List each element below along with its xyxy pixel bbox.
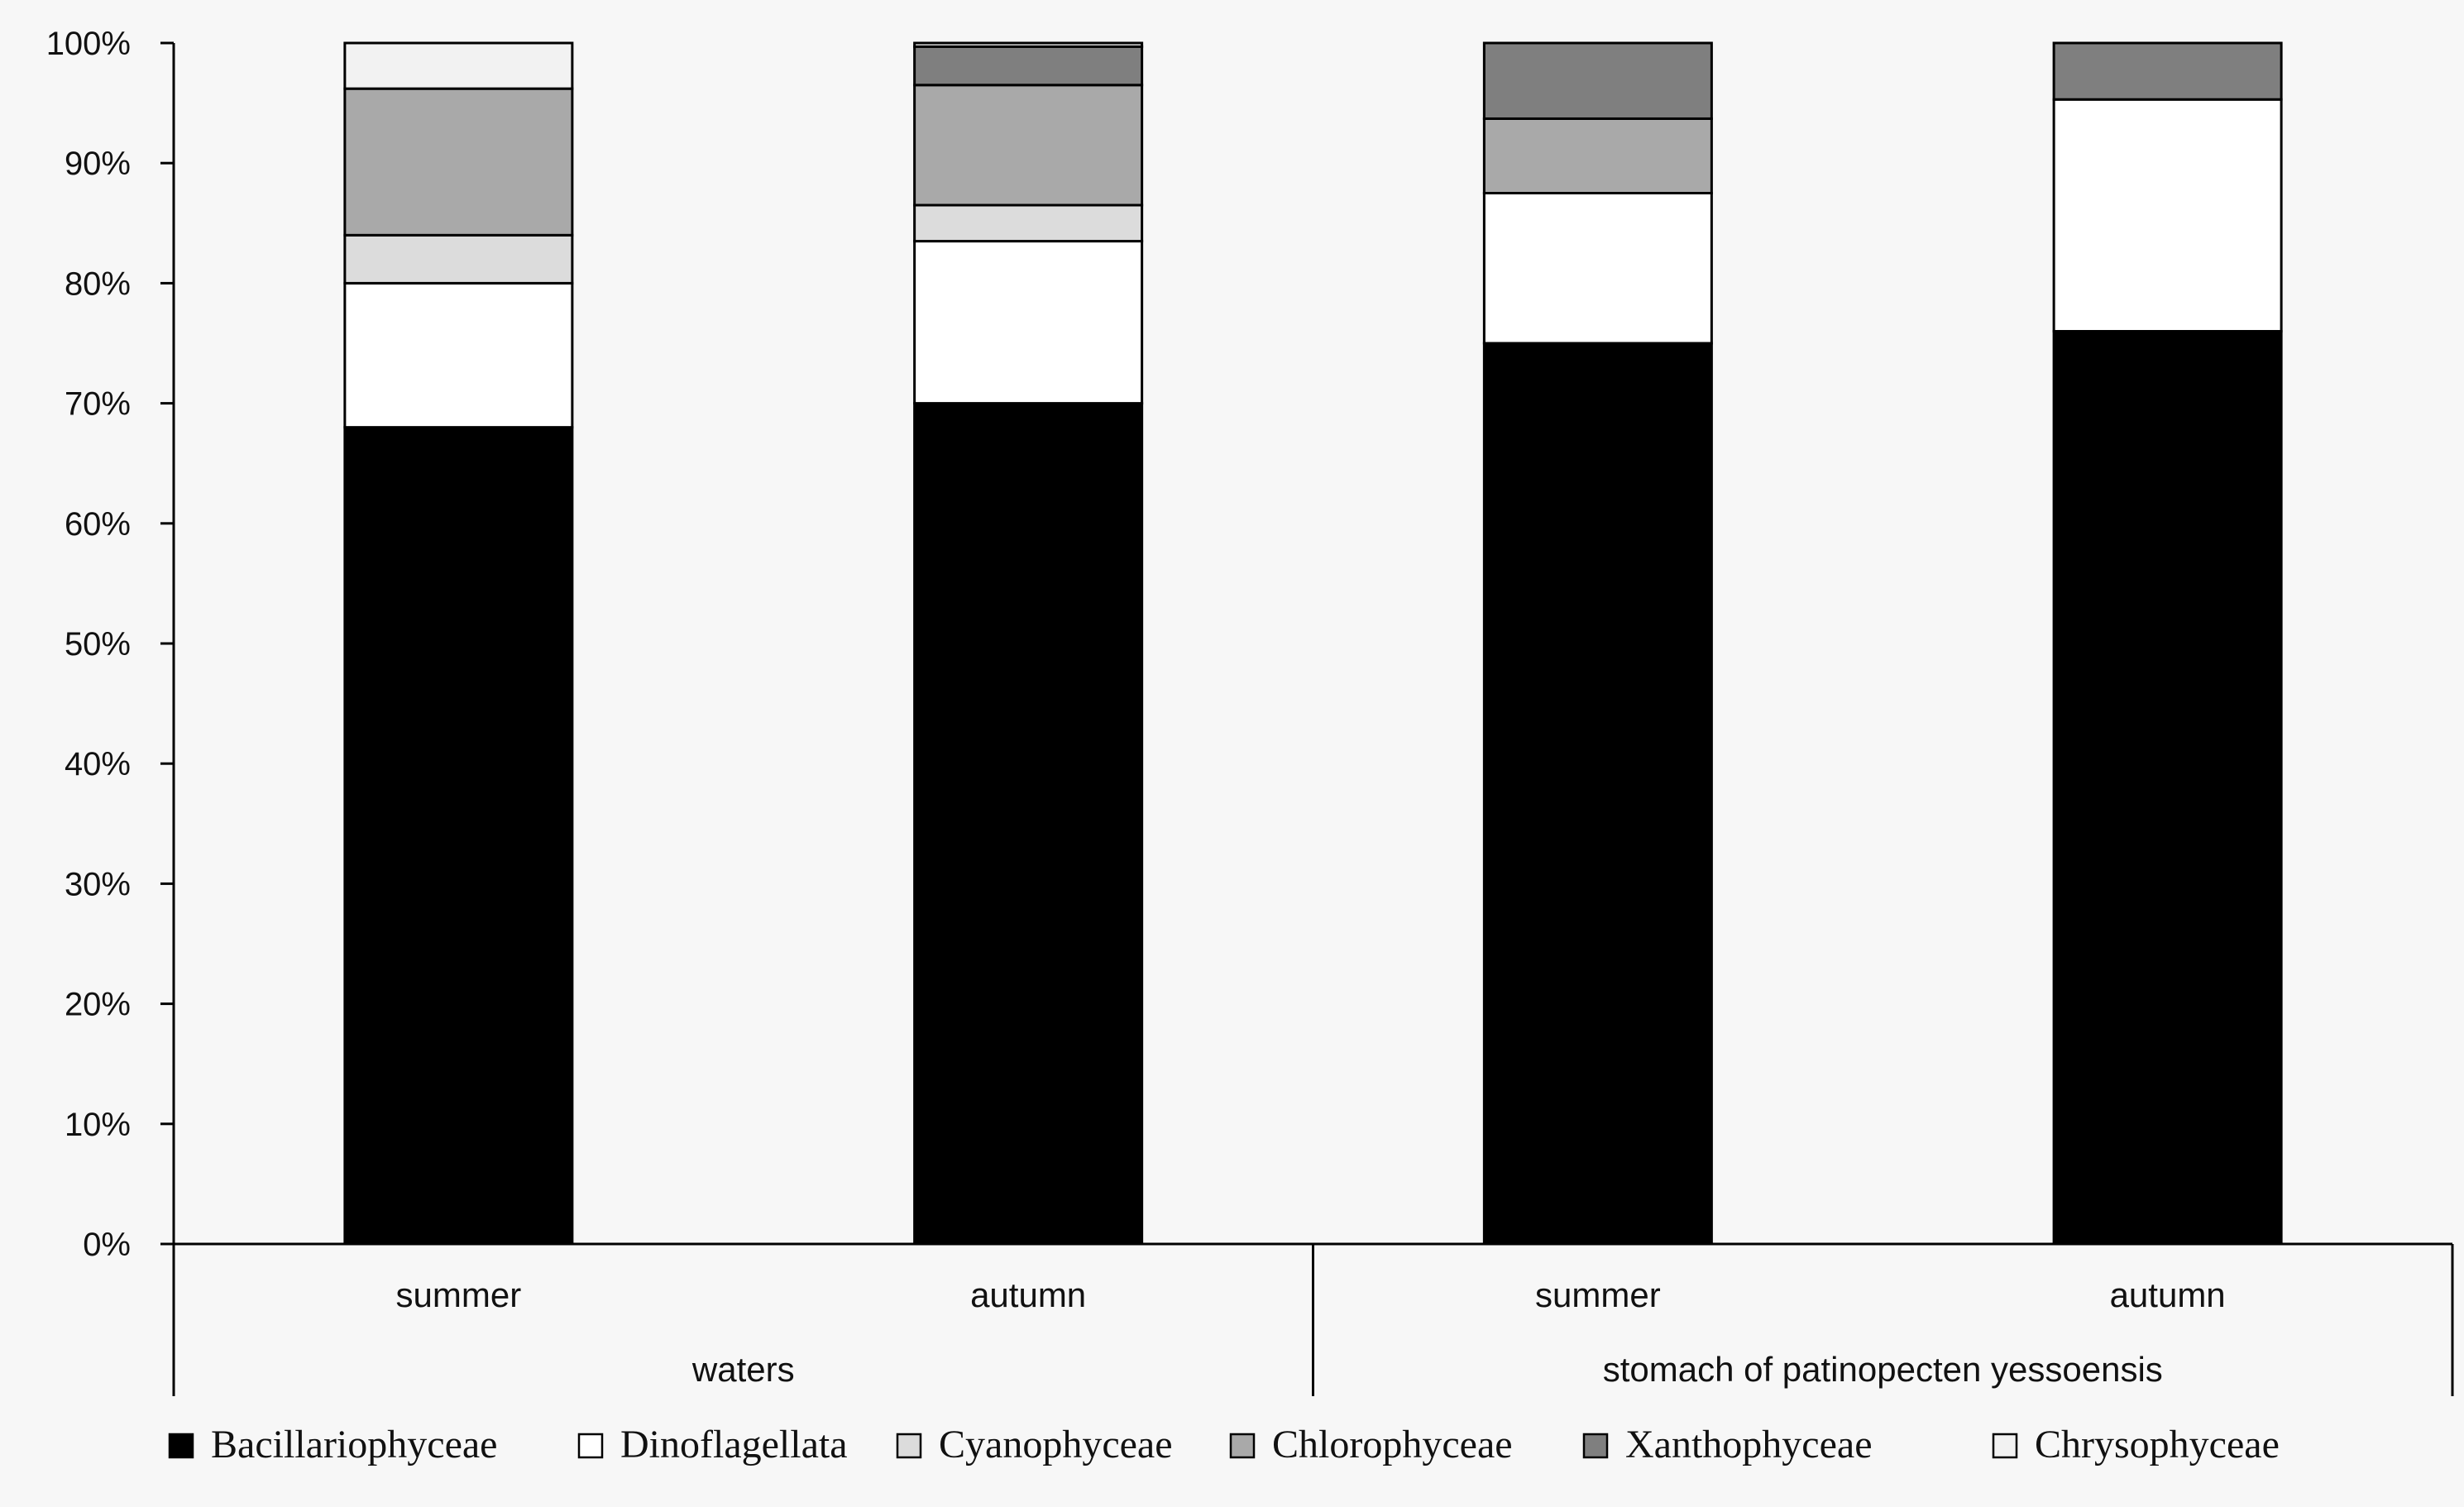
legend-swatch-dinoflagellata: [577, 1433, 604, 1459]
bar-segment-chrysophyceae: [343, 41, 574, 90]
legend-swatch-cyanophyceae: [896, 1433, 922, 1459]
legend-swatch-bacillariophyceae: [168, 1433, 194, 1459]
bar-segment-bacillariophyceae: [1482, 342, 1713, 1246]
bar-segment-xanthophyceae: [1482, 41, 1713, 120]
x-tick-label: summer: [1535, 1275, 1661, 1314]
legend: Bacillariophyceae Dinoflagellata Cyanophyc…: [168, 1423, 2280, 1466]
x-tick-label: autumn: [2110, 1275, 2226, 1314]
x-tick-label: autumn: [970, 1275, 1086, 1314]
y-tick-label: 70%: [65, 386, 131, 423]
bar-segment-cyanophyceae: [343, 233, 574, 285]
bar-segment-chrysophyceae: [913, 41, 1144, 48]
bar-segment-cyanophyceae: [913, 203, 1144, 243]
bar-segment-dinoflagellata: [343, 281, 574, 429]
bar-segment-chlorophyceae: [1482, 117, 1713, 194]
y-axis: 0% 10% 20% 30% 40% 50% 60% 70% 80% 90% 100%: [46, 26, 175, 1263]
bar-segment-bacillariophyceae: [913, 402, 1144, 1246]
legend-swatch-xanthophyceae: [1582, 1433, 1609, 1459]
y-tick-label: 50%: [65, 626, 131, 663]
legend-swatch-chlorophyceae: [1229, 1433, 1256, 1459]
y-tick-label: 30%: [65, 866, 131, 902]
y-tick-label: 40%: [65, 746, 131, 782]
bar-segment-xanthophyceae: [913, 45, 1144, 87]
legend-label: Xanthophyceae: [1625, 1423, 1873, 1466]
legend-label: Dinoflagellata: [620, 1423, 848, 1466]
y-tick-label: 80%: [65, 266, 131, 302]
bar-segment-dinoflagellata: [913, 240, 1144, 405]
bar-segment-bacillariophyceae: [2052, 329, 2283, 1246]
y-tick-label: 60%: [65, 506, 131, 543]
x-axis: summer autumn summer autumn waters stomach of…: [172, 1242, 2454, 1396]
bar-segment-chlorophyceae: [913, 84, 1144, 207]
bar-segment-xanthophyceae: [2052, 41, 2283, 101]
legend-swatch-chrysophyceae: [1992, 1433, 2018, 1459]
bar-segment-dinoflagellata: [1482, 192, 1713, 345]
x-tick-label: summer: [396, 1275, 522, 1314]
bar-segment-dinoflagellata: [2052, 98, 2283, 332]
y-tick-label: 100%: [46, 26, 131, 62]
bar-segment-chlorophyceae: [343, 87, 574, 237]
y-tick-label: 10%: [65, 1107, 131, 1143]
group-label: waters: [691, 1350, 795, 1389]
bar-segment-bacillariophyceae: [343, 426, 574, 1246]
y-tick-label: 0%: [83, 1227, 131, 1263]
bars: [343, 41, 2283, 1246]
y-tick-label: 90%: [65, 146, 131, 182]
legend-label: Chlorophyceae: [1272, 1423, 1513, 1466]
y-tick-label: 20%: [65, 987, 131, 1023]
legend-label: Bacillariophyceae: [211, 1423, 497, 1466]
legend-label: Chrysophyceae: [2035, 1423, 2280, 1466]
group-label: stomach of patinopecten yessoensis: [1603, 1350, 2163, 1389]
legend-label: Cyanophyceae: [939, 1423, 1173, 1466]
